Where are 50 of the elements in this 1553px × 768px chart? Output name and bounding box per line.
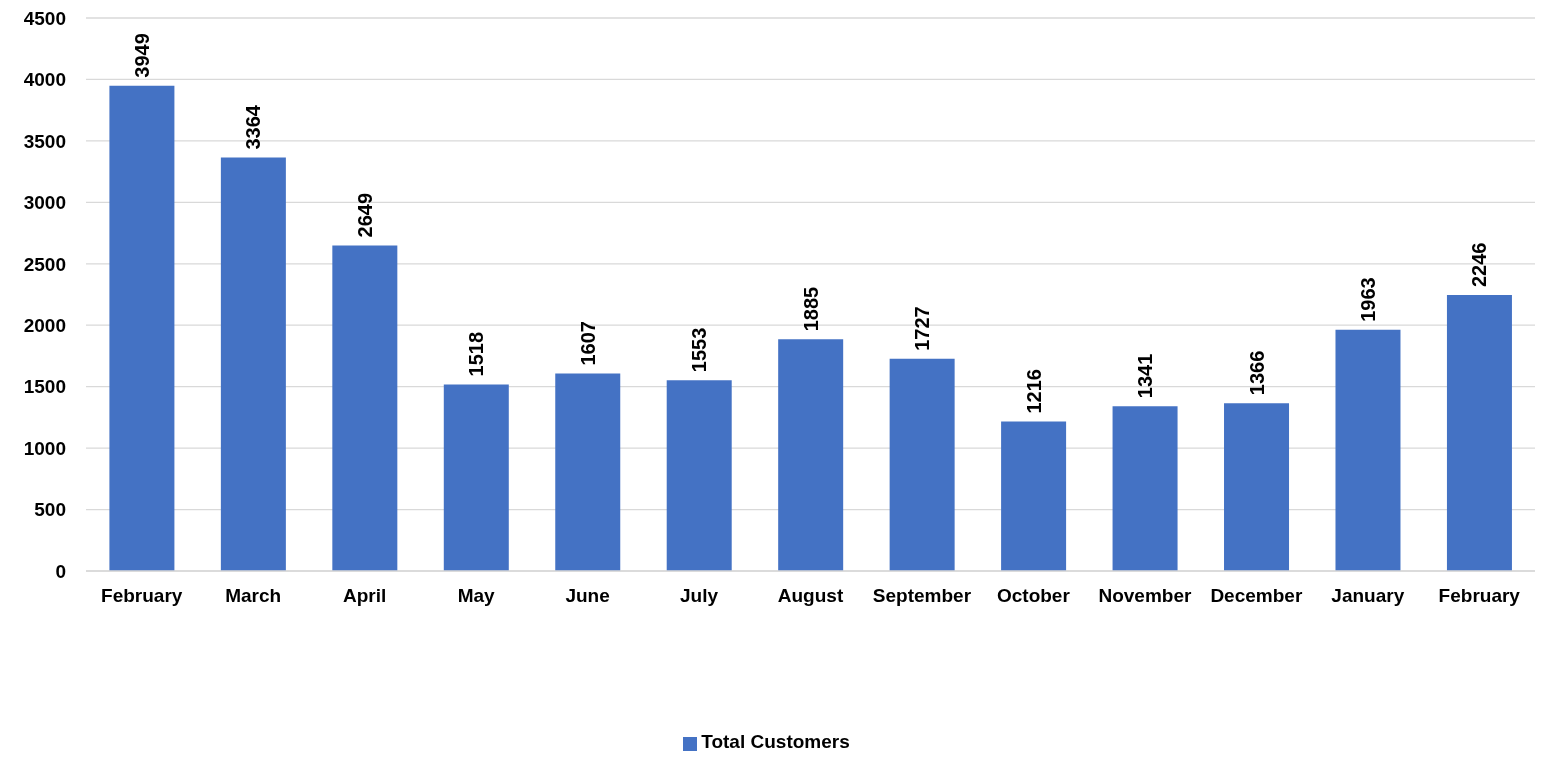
bar [443,384,509,571]
bar [1335,329,1401,571]
y-tick-label: 1500 [23,376,66,398]
x-tick-label: July [680,585,719,607]
bar [889,358,955,571]
x-tick-label: June [565,585,610,607]
bar [1112,406,1178,571]
x-tick-label: January [1331,585,1405,607]
bar [1446,294,1512,571]
data-label: 1518 [465,331,488,377]
bar [555,373,621,571]
bar [666,380,732,571]
data-label: 1963 [1356,277,1379,322]
y-tick-label: 0 [55,560,66,582]
data-label: 1341 [1134,353,1157,399]
data-label: 1366 [1245,350,1268,396]
y-tick-label: 3000 [23,192,66,214]
y-tick-label: 4500 [23,7,66,29]
bar [1001,421,1067,571]
y-tick-label: 2000 [23,314,66,336]
legend-label: Total Customers [701,731,850,752]
bar [109,85,175,571]
bar [220,157,286,571]
x-tick-label: December [1210,585,1303,607]
data-label: 2246 [1468,242,1491,287]
bar [1224,403,1290,571]
x-tick-label: August [777,585,844,607]
x-tick-label: May [457,585,496,607]
data-label: 1727 [911,306,934,351]
x-tick-label: April [343,585,387,607]
x-tick-label: November [1098,585,1192,607]
y-tick-label: 4000 [23,69,66,91]
y-tick-label: 3500 [23,130,66,152]
y-tick-label: 1000 [23,437,66,459]
data-label: 3364 [242,104,265,150]
data-label: 1885 [799,286,822,332]
x-tick-label: February [101,585,183,607]
y-tick-label: 2500 [23,253,66,275]
data-label: 1553 [688,327,711,373]
bar [332,245,398,571]
x-tick-label: February [1438,585,1521,607]
x-tick-label: March [225,585,282,607]
x-tick-label: September [872,585,972,607]
y-tick-label: 500 [34,499,66,521]
x-tick-label: October [996,585,1071,607]
data-label: 1607 [576,321,599,366]
data-label: 3949 [130,33,153,78]
data-label: 1216 [1022,369,1045,414]
bar [778,339,844,571]
data-label: 2649 [353,192,376,238]
